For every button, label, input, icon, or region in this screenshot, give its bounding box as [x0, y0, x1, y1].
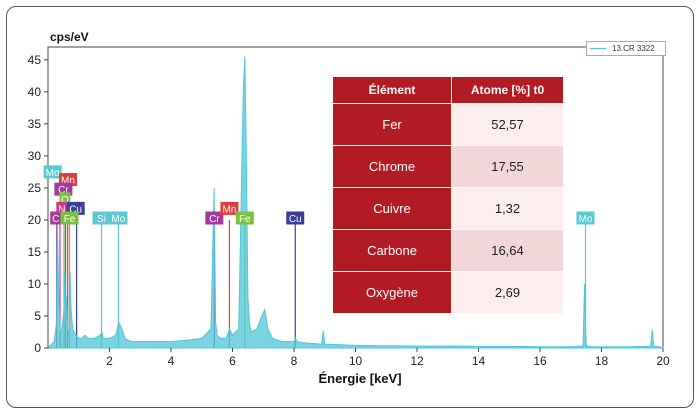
y-tick-label: 20: [28, 213, 42, 227]
peak-label: Mo: [46, 168, 60, 179]
y-tick-label: 35: [28, 117, 42, 131]
table-row: Chrome 17,55: [333, 145, 563, 188]
peak-label: Cr: [58, 185, 69, 196]
y-tick-label: 15: [28, 245, 42, 259]
x-tick-label: 18: [595, 354, 609, 368]
legend-swatch: [590, 48, 606, 49]
x-tick-label: 6: [229, 354, 236, 368]
y-tick-label: 45: [28, 53, 42, 67]
x-tick-label: 20: [656, 354, 670, 368]
peak-label: Mo: [579, 214, 593, 225]
element-name: Oxygène: [333, 271, 452, 313]
x-tick-label: 16: [533, 354, 547, 368]
x-tick-label: 2: [106, 354, 113, 368]
table-row: Fer 52,57: [333, 103, 563, 146]
peak-label: Mo: [111, 214, 125, 225]
x-tick-label: 8: [291, 354, 298, 368]
peak-label-box: [50, 211, 62, 225]
y-tick-label: 30: [28, 149, 42, 163]
peak-label: Fe: [64, 214, 76, 225]
x-tick-label: 14: [472, 354, 486, 368]
peak-label-box: [286, 211, 305, 225]
legend-series-name: 13.CR 3322: [612, 44, 655, 53]
peak-label: Si: [97, 214, 106, 225]
peak-label-box: [109, 211, 128, 225]
peak-label: Cr: [209, 214, 220, 225]
atom-percent: 1,32: [451, 187, 563, 230]
table-row: Oxygène 2,69: [333, 271, 563, 313]
table-row: Carbone 16,64: [333, 229, 563, 272]
legend: 13.CR 3322: [586, 41, 666, 56]
peak-label-box: [92, 211, 111, 225]
atom-percent: 17,55: [451, 145, 563, 188]
composition-table: Élément Atome [%] t0 Fer 52,57 Chrome 17…: [333, 77, 563, 313]
peak-label: Cu: [69, 204, 82, 215]
peak-label: Cu: [289, 214, 302, 225]
y-tick-label: 25: [28, 181, 42, 195]
peak-label-box: [235, 211, 254, 225]
peak-label-box: [220, 201, 239, 215]
peak-label-box: [59, 192, 71, 206]
peak-label-box: [60, 211, 79, 225]
x-tick-label: 12: [410, 354, 424, 368]
element-name: Carbone: [333, 229, 452, 272]
peak-label: C: [52, 214, 59, 225]
x-tick-label: 10: [349, 354, 363, 368]
y-tick-label: 5: [34, 309, 41, 323]
peak-label-box: [205, 211, 224, 225]
y-tick-label: 10: [28, 277, 42, 291]
atom-percent: 52,57: [451, 103, 563, 146]
peak-label: O: [61, 195, 69, 206]
element-name: Cuivre: [333, 187, 452, 230]
header-atom-percent: Atome [%] t0: [451, 77, 563, 104]
y-axis-label: cps/eV: [50, 30, 89, 44]
table-row: Cuivre 1,32: [333, 187, 563, 230]
table-header-row: Élément Atome [%] t0: [333, 77, 563, 104]
peak-label-box: [56, 201, 68, 215]
peak-label: Mn: [222, 204, 236, 215]
element-name: Fer: [333, 103, 452, 146]
peak-label-box: [43, 165, 62, 179]
x-tick-label: 4: [168, 354, 175, 368]
header-element: Élément: [333, 77, 452, 104]
peak-label: N: [58, 204, 65, 215]
y-tick-label: 40: [28, 85, 42, 99]
peak-label: Mn: [61, 176, 75, 187]
x-axis-label: Énergie [keV]: [318, 371, 402, 386]
atom-percent: 16,64: [451, 229, 563, 272]
peak-label: Fe: [239, 214, 251, 225]
element-name: Chrome: [333, 145, 452, 188]
peak-label-box: [576, 211, 595, 225]
atom-percent: 2,69: [451, 271, 563, 313]
spectrum-series: [49, 56, 664, 349]
y-tick-label: 0: [34, 341, 41, 355]
